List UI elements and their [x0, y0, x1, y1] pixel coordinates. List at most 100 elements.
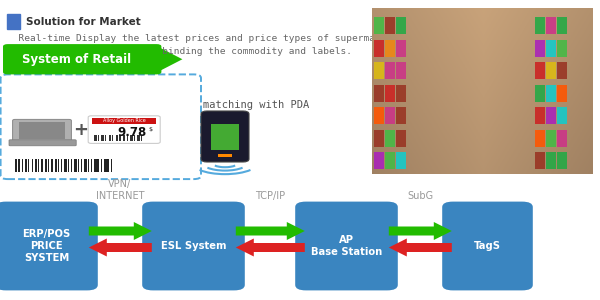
- Bar: [535, 40, 545, 57]
- Text: System of Retail: System of Retail: [22, 53, 131, 66]
- Bar: [15, 159, 17, 172]
- Bar: [396, 62, 406, 79]
- Bar: [111, 159, 112, 172]
- Bar: [84, 159, 87, 172]
- Text: Real-time Display the latest prices and price types of supermarket background
  : Real-time Display the latest prices and …: [7, 34, 461, 56]
- Bar: [107, 159, 109, 172]
- Bar: [557, 107, 568, 124]
- Text: Alloy Golden Rice: Alloy Golden Rice: [103, 118, 146, 123]
- Bar: [25, 159, 28, 172]
- FancyBboxPatch shape: [9, 140, 76, 146]
- Bar: [547, 152, 556, 169]
- Bar: [535, 62, 545, 79]
- Text: Solution for Market: Solution for Market: [26, 16, 141, 27]
- Bar: [535, 85, 545, 102]
- Bar: [557, 17, 568, 34]
- Bar: [141, 135, 142, 141]
- Bar: [130, 135, 133, 141]
- Text: 9.78: 9.78: [118, 126, 147, 139]
- Bar: [38, 159, 40, 172]
- Text: matching with PDA: matching with PDA: [203, 100, 309, 110]
- Bar: [385, 107, 395, 124]
- Bar: [137, 135, 140, 141]
- Bar: [19, 122, 65, 139]
- Bar: [127, 135, 128, 141]
- Bar: [92, 118, 156, 124]
- Text: +: +: [74, 121, 89, 139]
- Bar: [385, 130, 395, 146]
- Text: TCP/IP: TCP/IP: [255, 191, 285, 201]
- Bar: [123, 135, 125, 141]
- Bar: [385, 62, 395, 79]
- Bar: [71, 159, 73, 172]
- Bar: [374, 152, 384, 169]
- Bar: [547, 130, 556, 146]
- Bar: [104, 159, 107, 172]
- Bar: [94, 135, 97, 141]
- Bar: [396, 130, 406, 146]
- Bar: [52, 159, 53, 172]
- Bar: [112, 135, 113, 141]
- FancyArrow shape: [389, 238, 452, 256]
- Bar: [55, 159, 57, 172]
- Bar: [48, 159, 49, 172]
- Bar: [22, 159, 23, 172]
- Bar: [557, 152, 568, 169]
- Bar: [396, 17, 406, 34]
- Bar: [374, 130, 384, 146]
- Bar: [28, 159, 29, 172]
- FancyArrow shape: [236, 238, 305, 256]
- FancyArrow shape: [389, 222, 452, 240]
- Text: ERP/POS
PRICE
SYSTEM: ERP/POS PRICE SYSTEM: [22, 230, 71, 262]
- Bar: [211, 124, 239, 150]
- Bar: [547, 107, 556, 124]
- Bar: [535, 107, 545, 124]
- Bar: [88, 159, 89, 172]
- Bar: [35, 159, 37, 172]
- Bar: [78, 159, 79, 172]
- FancyBboxPatch shape: [295, 202, 398, 290]
- Bar: [396, 152, 406, 169]
- Bar: [557, 85, 568, 102]
- Bar: [91, 159, 92, 172]
- FancyBboxPatch shape: [13, 119, 71, 142]
- FancyBboxPatch shape: [88, 116, 160, 143]
- Bar: [58, 159, 59, 172]
- Text: TagS: TagS: [474, 241, 501, 251]
- Bar: [385, 17, 395, 34]
- Bar: [97, 159, 98, 172]
- Bar: [385, 85, 395, 102]
- Bar: [374, 107, 384, 124]
- Bar: [374, 17, 384, 34]
- FancyBboxPatch shape: [0, 202, 98, 290]
- Bar: [64, 159, 67, 172]
- Bar: [41, 159, 43, 172]
- Bar: [535, 152, 545, 169]
- Bar: [535, 17, 545, 34]
- FancyArrow shape: [155, 47, 182, 71]
- Text: $: $: [148, 127, 152, 132]
- Bar: [119, 135, 121, 141]
- FancyBboxPatch shape: [201, 111, 249, 162]
- Bar: [61, 159, 62, 172]
- Bar: [134, 135, 135, 141]
- Bar: [547, 62, 556, 79]
- Bar: [396, 85, 406, 102]
- Text: SubG: SubG: [407, 191, 433, 201]
- Bar: [396, 40, 406, 57]
- FancyArrow shape: [236, 222, 305, 240]
- Bar: [535, 130, 545, 146]
- Bar: [68, 159, 69, 172]
- FancyBboxPatch shape: [3, 44, 161, 74]
- Bar: [557, 40, 568, 57]
- Bar: [109, 135, 111, 141]
- Bar: [44, 159, 47, 172]
- Text: ESL System: ESL System: [161, 241, 226, 251]
- Text: VPN/
INTERNET: VPN/ INTERNET: [96, 178, 144, 201]
- Bar: [385, 40, 395, 57]
- FancyBboxPatch shape: [142, 202, 245, 290]
- Bar: [374, 85, 384, 102]
- FancyArrow shape: [89, 222, 152, 240]
- Bar: [105, 135, 106, 141]
- Bar: [547, 17, 556, 34]
